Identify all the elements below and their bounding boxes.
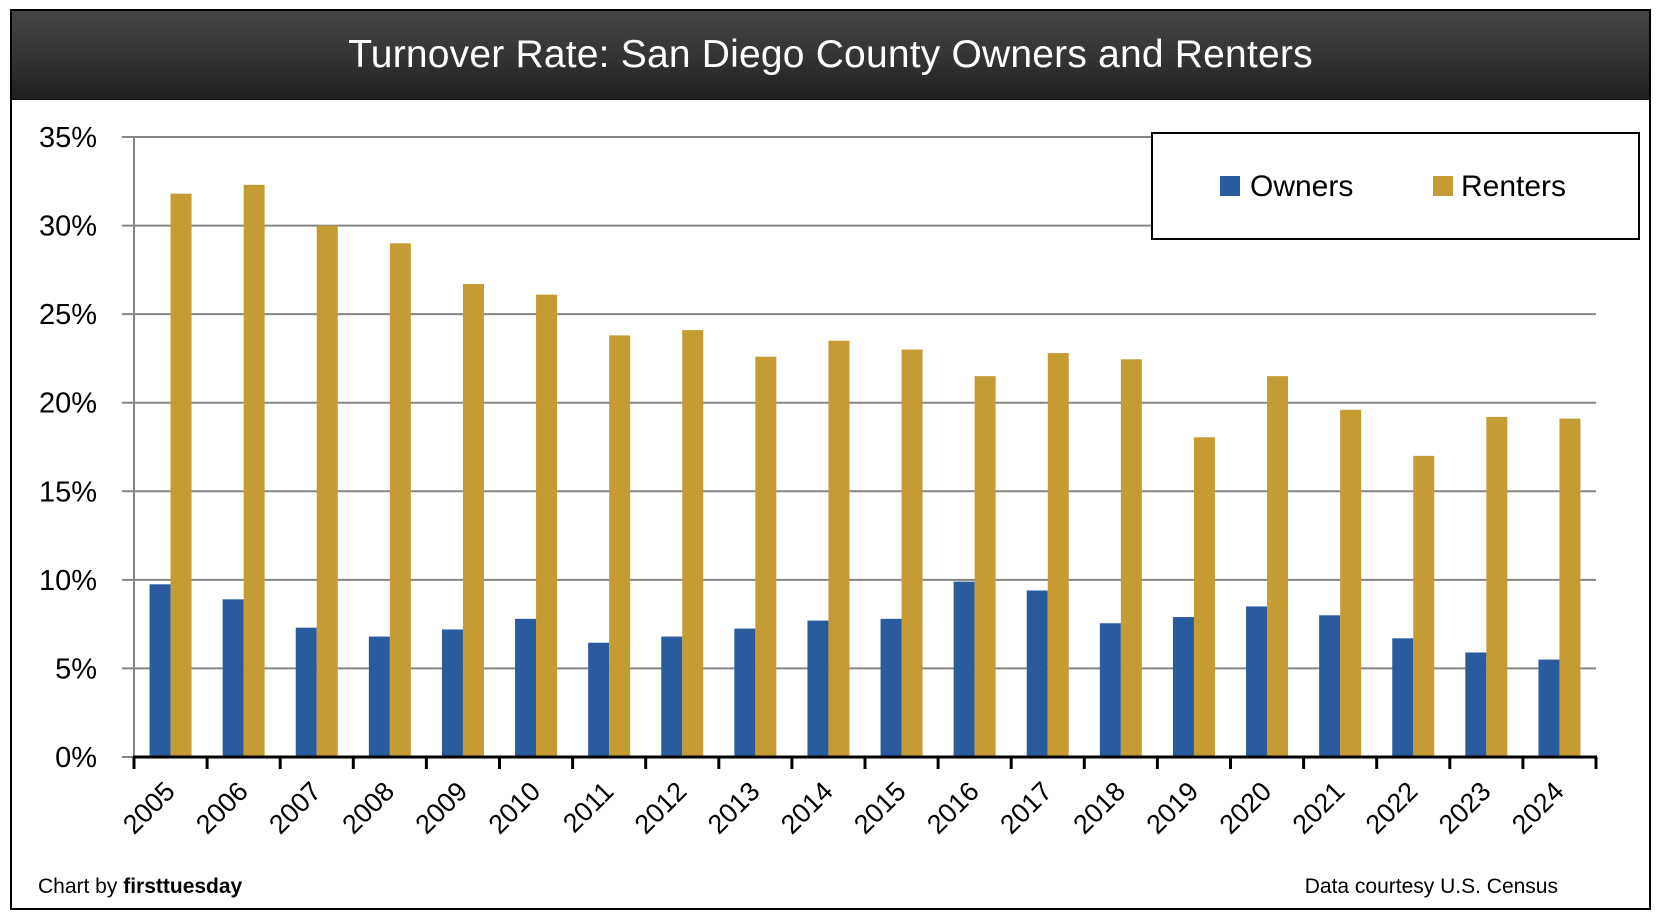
x-tick-label: 2010 — [483, 776, 547, 840]
y-tick-label: 10% — [39, 565, 97, 597]
x-axis-ticks: 2005 2006 2007 2008 2009 2010 2011 2012 2013 2014… — [117, 776, 1570, 840]
x-tick-label: 2023 — [1433, 776, 1497, 840]
y-tick-label: 30% — [39, 211, 97, 243]
x-tick-label: 2019 — [1140, 776, 1204, 840]
x-tick-label: 2024 — [1506, 776, 1570, 840]
bar-renters-2014 — [828, 340, 850, 757]
x-tick-label: 2007 — [263, 776, 327, 840]
x-tick-label: 2017 — [994, 776, 1058, 840]
bar-owners-2016 — [953, 581, 975, 757]
x-tick-label: 2008 — [336, 776, 400, 840]
bar-owners-2018 — [1099, 623, 1121, 757]
bar-owners-2008 — [368, 636, 390, 757]
bar-renters-2019 — [1193, 437, 1215, 757]
bar-owners-2014 — [807, 620, 829, 757]
bar-owners-2010 — [515, 618, 537, 757]
bar-owners-2024 — [1538, 659, 1560, 757]
bar-renters-2016 — [974, 376, 996, 757]
bar-renters-2012 — [682, 330, 704, 757]
bar-owners-2006 — [222, 599, 244, 757]
bar-owners-2009 — [441, 629, 463, 757]
axes — [132, 137, 1598, 769]
bar-renters-2013 — [755, 356, 777, 757]
bar-renters-2022 — [1413, 455, 1435, 757]
bar-renters-2008 — [389, 243, 411, 758]
bar-renters-2023 — [1486, 416, 1508, 757]
x-tick-label: 2005 — [117, 776, 181, 840]
y-tick-label: 35% — [39, 122, 97, 154]
chart-title: Turnover Rate: San Diego County Owners a… — [348, 33, 1313, 76]
bar-renters-2005 — [170, 193, 192, 757]
bar-owners-2017 — [1026, 590, 1048, 757]
x-tick-label: 2009 — [409, 776, 473, 840]
bars — [149, 184, 1581, 758]
bar-renters-2007 — [316, 225, 338, 758]
bar-renters-2021 — [1340, 409, 1362, 757]
y-tick-label: 20% — [39, 388, 97, 420]
bar-renters-2018 — [1120, 359, 1142, 757]
x-tick-label: 2018 — [1067, 776, 1131, 840]
bar-renters-2024 — [1559, 418, 1581, 757]
x-tick-label: 2012 — [629, 776, 693, 840]
bar-renters-2017 — [1047, 353, 1069, 757]
y-tick-label: 5% — [55, 653, 97, 685]
bar-renters-2009 — [462, 284, 484, 757]
x-tick-label: 2006 — [190, 776, 254, 840]
bar-owners-2022 — [1392, 638, 1414, 757]
x-tick-label: 2021 — [1287, 776, 1351, 840]
x-tick-label: 2015 — [848, 776, 912, 840]
legend-swatch-owners — [1220, 176, 1240, 196]
x-tick-label: 2020 — [1214, 776, 1278, 840]
legend: Owners Renters — [1151, 132, 1640, 240]
legend-swatch-renters — [1433, 176, 1453, 196]
bar-owners-2011 — [588, 642, 610, 757]
bar-renters-2020 — [1267, 376, 1289, 757]
bar-renters-2010 — [536, 294, 558, 757]
y-tick-label: 0% — [55, 742, 97, 774]
chart-credit-prefix: Chart by — [38, 875, 123, 898]
bar-owners-2012 — [661, 636, 683, 757]
bar-renters-2011 — [609, 335, 631, 757]
bar-owners-2007 — [295, 627, 317, 757]
bar-owners-2021 — [1319, 615, 1341, 757]
x-tick-label: 2016 — [921, 776, 985, 840]
y-axis-ticks: 0% 5% 10% 15% 20% 25% 30% 35% — [39, 122, 97, 774]
x-tick-label: 2014 — [775, 776, 839, 840]
bar-owners-2005 — [149, 584, 171, 757]
legend-label-owners: Owners — [1250, 170, 1353, 203]
bar-owners-2020 — [1246, 606, 1268, 757]
y-tick-label: 15% — [39, 476, 97, 508]
data-source-note: Data courtesy U.S. Census — [1305, 875, 1558, 898]
bar-renters-2015 — [901, 349, 923, 757]
bar-owners-2013 — [734, 628, 756, 757]
chart-credit-brand: firsttuesday — [123, 875, 242, 898]
bar-owners-2019 — [1172, 617, 1194, 757]
chart-credit: Chart by firsttuesday — [38, 875, 243, 898]
bar-owners-2023 — [1465, 652, 1487, 757]
bar-renters-2006 — [243, 184, 265, 758]
bar-owners-2015 — [880, 618, 902, 757]
x-tick-label: 2022 — [1360, 776, 1424, 840]
legend-label-renters: Renters — [1461, 170, 1566, 203]
x-tick-label: 2013 — [702, 776, 766, 840]
y-tick-label: 25% — [39, 299, 97, 331]
title-bar: Turnover Rate: San Diego County Owners a… — [12, 11, 1649, 100]
x-tick-label: 2011 — [557, 776, 619, 838]
